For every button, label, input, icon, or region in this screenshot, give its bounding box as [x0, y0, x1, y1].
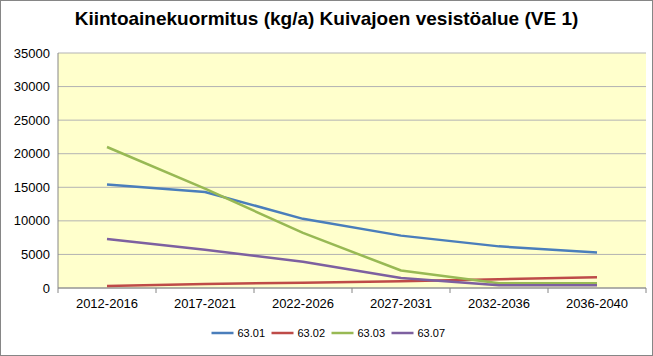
title: Kiintoainekuormitus (kg/a) Kuivajoen ves… [75, 8, 579, 29]
chart-border [1, 1, 653, 356]
x-tick [548, 288, 549, 293]
legend-label: 63.02 [298, 327, 326, 339]
y-tick-label: 10000 [14, 213, 50, 228]
plot-area [58, 53, 646, 288]
legend-swatch [212, 332, 234, 335]
series-line [107, 239, 597, 285]
legend-label: 63.07 [418, 327, 446, 339]
series-line [107, 185, 597, 253]
grid-line [58, 120, 646, 121]
x-tick-label: 2012-2016 [76, 296, 138, 311]
x-tick [450, 288, 451, 293]
y-tick-label: 15000 [14, 180, 50, 195]
x-tick [352, 288, 353, 293]
y-tick-label: 20000 [14, 146, 50, 161]
x-tick-label: 2027-2031 [370, 296, 432, 311]
legend-swatch [332, 332, 354, 335]
x-tick-label: 2017-2021 [174, 296, 236, 311]
x-tick [156, 288, 157, 293]
x-tick-label: 2032-2036 [468, 296, 530, 311]
grid-line [58, 153, 646, 154]
series-group [107, 147, 597, 286]
x-tick-label: 2022-2026 [272, 296, 334, 311]
y-tick-label: 35000 [14, 46, 50, 61]
y-tick-label: 0 [43, 281, 50, 296]
grid-line [58, 254, 646, 255]
x-tick-label: 2036-2040 [566, 296, 628, 311]
y-axis [58, 53, 59, 288]
grid-line [58, 220, 646, 221]
legend-label: 63.01 [238, 327, 266, 339]
series-line [107, 147, 597, 283]
y-tick-label: 5000 [21, 247, 50, 262]
legend-swatch [392, 332, 414, 335]
grid-line [58, 53, 646, 54]
chart: Kiintoainekuormitus (kg/a) Kuivajoen ves… [0, 0, 653, 356]
legend-label: 63.03 [358, 327, 386, 339]
legend-swatch [272, 332, 294, 335]
x-tick [646, 288, 647, 293]
grid-line [58, 86, 646, 87]
x-tick [58, 288, 59, 293]
y-tick-label: 30000 [14, 79, 50, 94]
y-tick-label: 25000 [14, 113, 50, 128]
x-tick [254, 288, 255, 293]
